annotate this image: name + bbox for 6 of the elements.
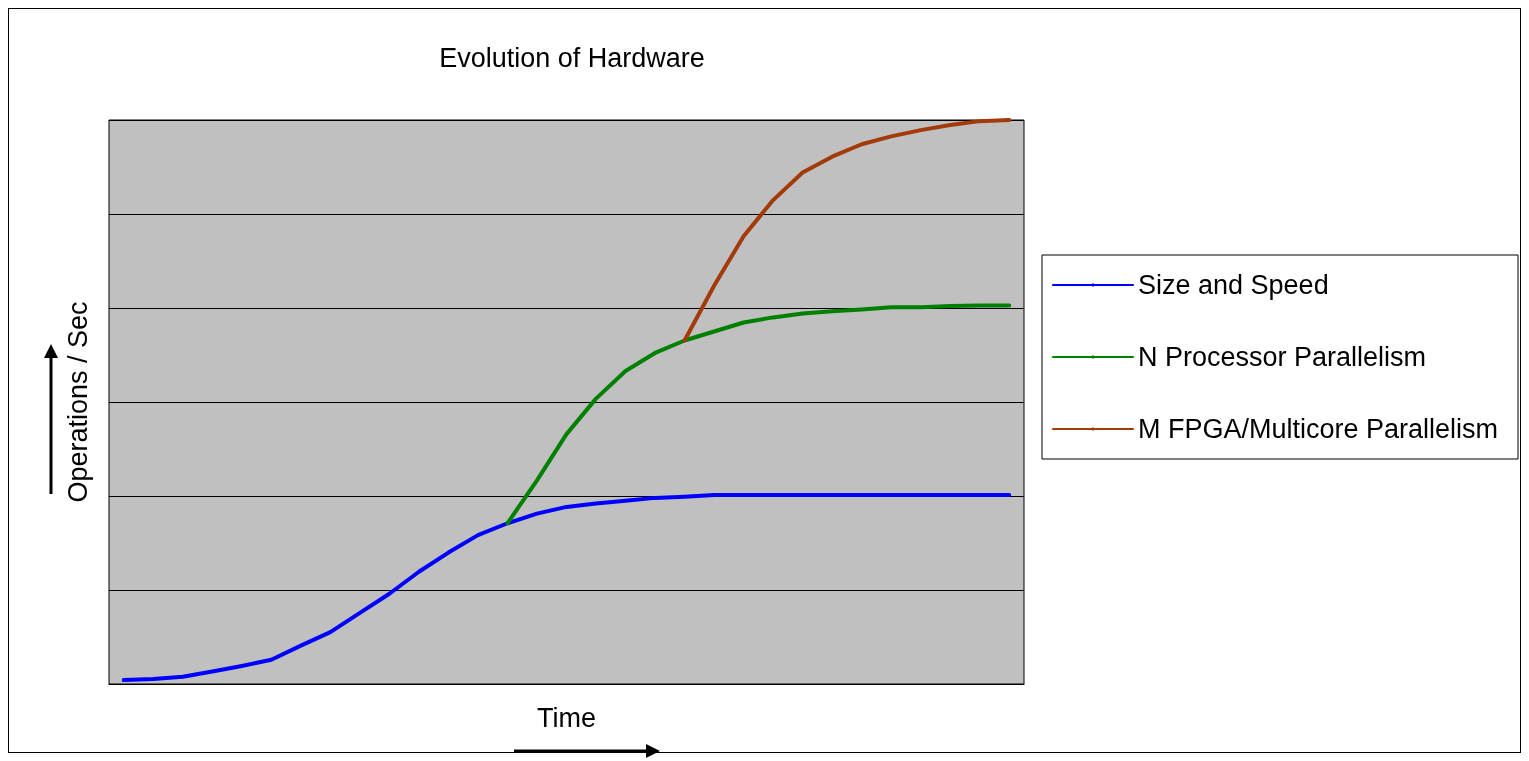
- chart-title: Evolution of Hardware: [439, 42, 705, 73]
- y-axis-title: Operations / Sec: [62, 301, 93, 503]
- x-axis-title: Time: [537, 702, 596, 733]
- legend-label: M FPGA/Multicore Parallelism: [1138, 414, 1499, 444]
- legend-label: N Processor Parallelism: [1138, 342, 1427, 372]
- legend-label: Size and Speed: [1138, 270, 1329, 300]
